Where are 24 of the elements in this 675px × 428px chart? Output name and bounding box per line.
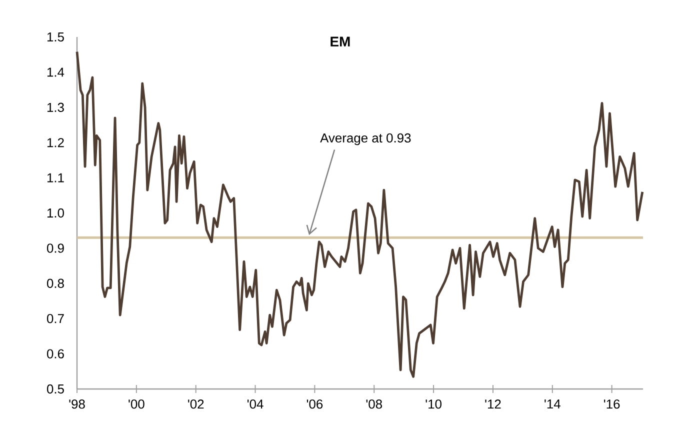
y-tick-label: 1.2 [47, 138, 64, 148]
y-tick-label: 1.4 [47, 68, 64, 77]
x-tick-label: '98 [69, 400, 85, 409]
x-tick-label: '00 [128, 400, 144, 409]
x-tick-label: '14 [544, 400, 560, 408]
x-tick-label: '10 [426, 400, 442, 409]
line-series [76, 50, 644, 378]
x-tick-label: '04 [247, 400, 264, 409]
x-tick-label: '12 [485, 400, 501, 409]
x-tick-label: '02 [188, 400, 204, 409]
ref-line-label: Average at 0.93 [320, 133, 411, 146]
y-tick-label: 0.6 [46, 349, 64, 358]
chart-title: EM [330, 36, 350, 46]
y-tick-label: 0.7 [46, 314, 64, 324]
x-tick-label: '16 [604, 400, 620, 409]
y-tick-label: 0.9 [46, 244, 64, 253]
y-tick-label: 0.8 [46, 278, 64, 288]
x-tick-label: '08 [366, 400, 382, 409]
y-tick-label: 1.3 [47, 102, 64, 112]
y-tick-label: 0.5 [46, 384, 64, 394]
y-tick-label: 1.1 [47, 173, 64, 182]
y-tick-label: 1.0 [47, 208, 64, 218]
x-tick-label: '06 [306, 400, 323, 409]
y-tick-label: 1.5 [47, 32, 64, 42]
